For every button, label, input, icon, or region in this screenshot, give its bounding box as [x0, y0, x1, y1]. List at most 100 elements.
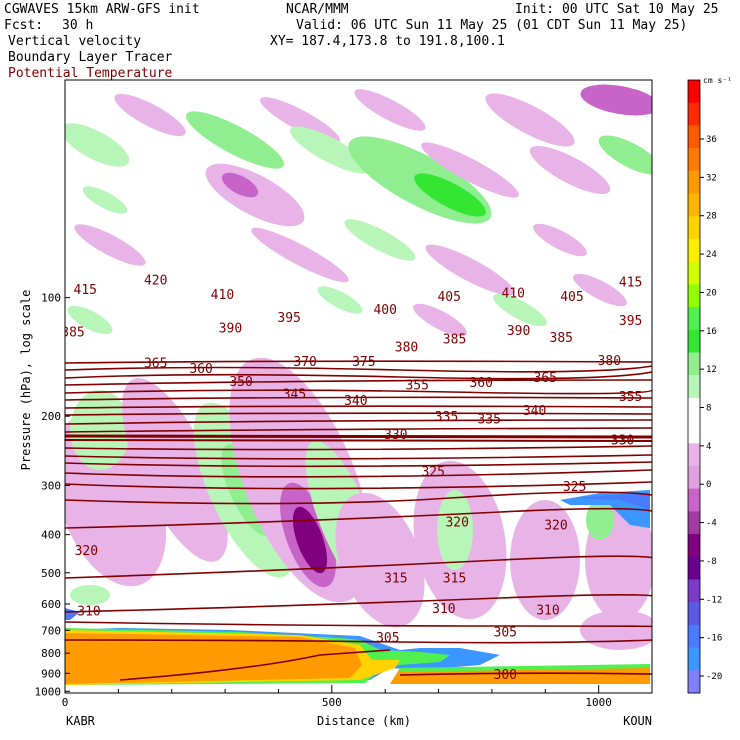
theta-label: 325: [563, 480, 586, 495]
colorbar-swatch: [688, 238, 700, 263]
theta-labels: 415 420 410 405 410 405 415 385 390 395 400 390 385 3…: [61, 274, 642, 683]
colorbar-swatch: [688, 375, 700, 399]
colorbar-label: -16: [706, 634, 722, 644]
theta-label: 340: [344, 394, 367, 409]
colorbar-label: -4: [706, 519, 717, 529]
header-field-1: Vertical velocity: [8, 34, 142, 49]
theta-label: 380: [598, 354, 621, 369]
theta-label: 365: [534, 371, 557, 386]
theta-label: 405: [437, 290, 460, 305]
y-tick-label: 900: [41, 667, 61, 680]
theta-label: 400: [373, 303, 396, 318]
colorbar-swatch: [688, 443, 700, 467]
y-tick-label: 1000: [35, 685, 62, 698]
theta-label: 370: [293, 355, 316, 370]
left-endpoint: KABR: [66, 714, 96, 728]
y-tick-label: 400: [41, 529, 61, 542]
colorbar-swatch: [688, 102, 700, 126]
theta-label: 385: [61, 326, 84, 341]
colorbar-swatch: [688, 284, 700, 308]
y-tick-label: 100: [41, 292, 61, 305]
theta-label: 405: [560, 290, 583, 305]
plot-frame: [64, 79, 653, 694]
colorbar-swatch: [688, 193, 700, 217]
y-tick-label: 800: [41, 647, 61, 660]
colorbar-swatch: [688, 602, 700, 626]
y-tick-label: 700: [41, 624, 61, 637]
theta-label: 355: [619, 390, 642, 405]
theta-label: 320: [445, 515, 468, 530]
colorbar-swatch: [688, 420, 700, 444]
colorbar-swatch: [688, 307, 700, 331]
y-tick-label: 500: [41, 567, 61, 580]
theta-label: 350: [229, 375, 252, 390]
colorbar-swatch: [688, 579, 700, 603]
colorbar-swatch: [688, 216, 700, 240]
header-fcst-label: Fcst:: [4, 18, 44, 33]
theta-label: 385: [443, 332, 466, 347]
colorbar-swatch: [688, 488, 700, 512]
theta-label: 395: [277, 311, 300, 326]
theta-label: 395: [619, 314, 642, 329]
header-init: Init: 00 UTC Sat 10 May 25: [515, 2, 719, 17]
colorbar-label: 12: [706, 365, 717, 375]
colorbar-label: 24: [706, 250, 717, 260]
theta-label: 335: [477, 413, 500, 428]
x-axis-label: Distance (km): [317, 714, 411, 728]
colorbar-label: 0: [706, 480, 711, 490]
theta-label: 300: [494, 668, 517, 683]
theta-label: 420: [144, 274, 167, 289]
colorbar-label: 36: [706, 135, 717, 145]
colorbar-swatch: [688, 125, 700, 149]
colorbar-swatch: [688, 465, 700, 490]
theta-label: 305: [494, 625, 517, 640]
colorbar-swatch: [688, 670, 700, 694]
theta-label: 320: [544, 519, 567, 534]
theta-label: 315: [443, 572, 466, 587]
right-endpoint: KOUN: [623, 714, 652, 728]
theta-label: 320: [75, 544, 98, 559]
theta-label: 410: [211, 288, 234, 303]
theta-label: 330: [611, 433, 634, 448]
colorbar-label: 28: [706, 212, 717, 222]
header-field-3: Potential Temperature: [8, 66, 173, 81]
colorbar-swatch: [688, 556, 700, 580]
x-tick-label: 500: [322, 696, 342, 709]
theta-label: 375: [352, 355, 375, 370]
x-tick-label: 1000: [585, 696, 612, 709]
theta-label: 310: [536, 604, 559, 619]
theta-contours: [65, 360, 652, 681]
theta-label: 340: [523, 404, 546, 419]
x-axis: 0 500 1000: [62, 685, 653, 709]
colorbar-swatch: [688, 148, 700, 172]
colorbar-swatch: [688, 170, 700, 195]
header-xy: XY= 187.4,173.8 to 191.8,100.1: [270, 34, 505, 49]
theta-label: 360: [189, 362, 212, 377]
colorbar-label: 4: [706, 442, 711, 452]
theta-label: 345: [283, 387, 306, 402]
shading-layer: 415 420 410 405 410 405 415 385 390 395 400 390 385 3…: [61, 84, 652, 685]
header-title: CGWAVES 15km ARW-GFS init: [4, 2, 200, 17]
colorbar-swatch: [688, 624, 700, 649]
colorbar-swatch: [688, 534, 700, 558]
theta-label: 315: [384, 572, 407, 587]
theta-label: 385: [550, 331, 573, 346]
theta-label: 335: [435, 410, 458, 425]
boundary-layer-tracer: [65, 490, 650, 685]
x-tick-label: 0: [62, 696, 69, 709]
colorbar-swatch: [688, 352, 700, 376]
theta-label: 305: [376, 631, 399, 646]
y-axis-label: Pressure (hPa), log scale: [19, 290, 33, 471]
colorbar-swatch: [688, 647, 700, 671]
colorbar-swatch: [688, 80, 700, 104]
colorbar: 36 32 28 24 20 16 12 8 4 0 -4 -8 -12 -16 -20: [687, 79, 722, 694]
header-fcst-value: 30 h: [62, 18, 94, 33]
theta-label: 410: [502, 286, 525, 301]
theta-label: 365: [144, 356, 167, 371]
theta-label: 415: [74, 283, 97, 298]
theta-label: 325: [421, 465, 444, 480]
y-axis: 100 200 300 400 500 600 700 800 900 1000: [35, 292, 70, 698]
y-tick-label: 600: [41, 598, 61, 611]
colorbar-label: -12: [706, 595, 722, 605]
